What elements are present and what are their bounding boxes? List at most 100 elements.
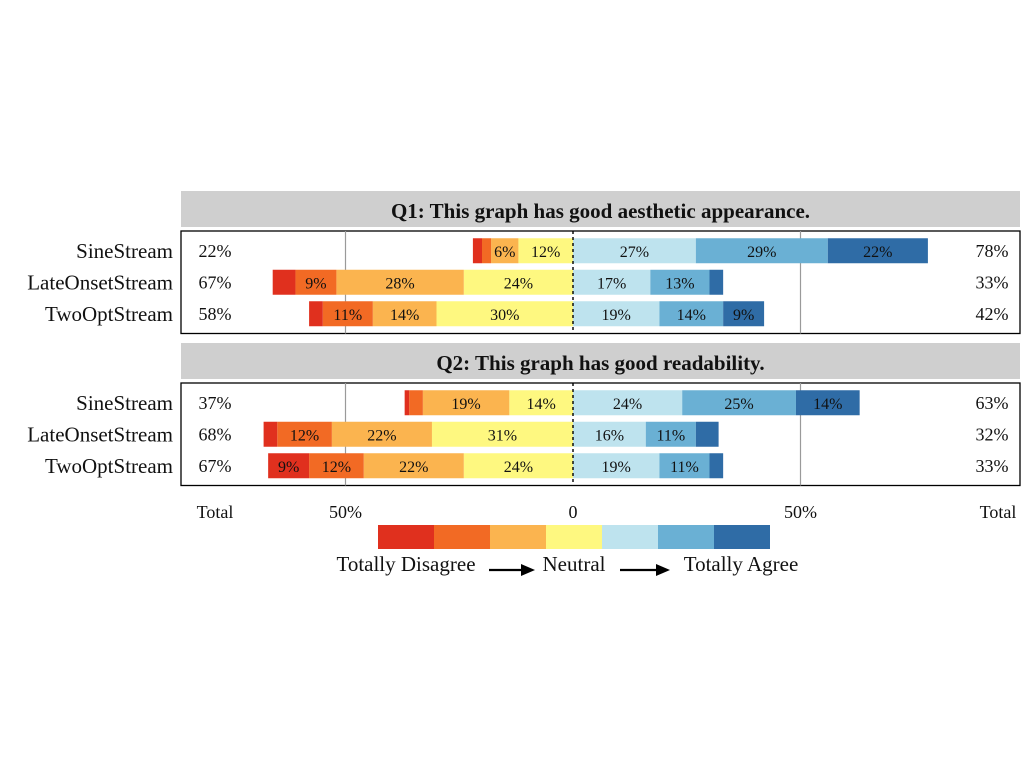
panel-title: Q2: This graph has good readability.: [436, 351, 764, 375]
segment-label: 9%: [305, 275, 326, 292]
bar-segment: [463, 269, 573, 295]
bar-segment: [709, 453, 724, 479]
row-total-right: 78%: [976, 241, 1009, 261]
bar-segment: [695, 421, 719, 447]
bar-segment: [573, 421, 646, 447]
bar-segment: [659, 301, 724, 327]
row-total-right: 33%: [976, 272, 1009, 292]
segment-label: 24%: [613, 396, 642, 413]
bar-segment: [404, 390, 410, 416]
row-label: SineStream: [76, 391, 173, 415]
panels-layer: Q1: This graph has good aesthetic appear…: [27, 191, 1021, 487]
legend-label-max: Totally Agree: [684, 552, 799, 576]
panel-title: Q1: This graph has good aesthetic appear…: [391, 199, 810, 223]
likert-row: LateOnsetStream 67% 33% 24% 28% 9% 17% 13%: [27, 269, 1009, 295]
row-label: TwoOptStream: [45, 302, 173, 326]
bar-segment: [295, 269, 337, 295]
bar-segment: [436, 301, 573, 327]
bar-segment: [723, 301, 765, 327]
segment-label: 12%: [290, 427, 319, 444]
bar-segment: [277, 421, 332, 447]
row-label: LateOnsetStream: [27, 270, 173, 294]
bar-segment: [795, 390, 860, 416]
legend-swatch: [546, 525, 602, 549]
bar-segment: [509, 390, 573, 416]
bar-segment: [695, 238, 828, 264]
bar-segment: [482, 238, 492, 264]
likert-row: SineStream 22% 78% 12% 6% 27% 29% 22%: [76, 238, 1009, 264]
segment-label: 14%: [813, 396, 842, 413]
likert-row: TwoOptStream 58% 42% 30% 14% 11% 19% 14% 9%: [45, 301, 1009, 327]
segment-label: 28%: [385, 275, 414, 292]
row-label: LateOnsetStream: [27, 422, 173, 446]
row-total-left: 37%: [199, 393, 232, 413]
bar-segment: [309, 301, 323, 327]
bar-segment: [268, 453, 310, 479]
segment-label: 19%: [602, 307, 631, 324]
panel-header: [181, 191, 1020, 227]
segment-label: 9%: [733, 307, 754, 324]
segment-label: 12%: [531, 244, 560, 261]
bar-segment: [472, 238, 482, 264]
segment-label: 24%: [504, 275, 533, 292]
row-label: TwoOptStream: [45, 454, 173, 478]
segment-label: 14%: [390, 307, 419, 324]
segment-label: 14%: [526, 396, 555, 413]
bar-segment: [650, 269, 710, 295]
segment-label: 29%: [747, 244, 776, 261]
segment-label: 6%: [494, 244, 515, 261]
bar-segment: [263, 421, 278, 447]
segment-label: 11%: [656, 427, 685, 444]
panel-header: [181, 343, 1020, 379]
bar-segment: [409, 390, 423, 416]
segment-label: 11%: [670, 459, 699, 476]
segment-label: 24%: [504, 459, 533, 476]
legend-swatch: [434, 525, 490, 549]
segment-label: 14%: [677, 307, 706, 324]
x-axis: Total Total 50% 0 50%: [197, 502, 1017, 522]
row-total-left: 67%: [199, 456, 232, 476]
row-total-left: 22%: [199, 241, 232, 261]
segment-label: 27%: [620, 244, 649, 261]
bar-segment: [336, 269, 464, 295]
panel: Q2: This graph has good readability. Sine…: [27, 343, 1021, 487]
x-tick-label: 50%: [784, 502, 817, 522]
bar-segment: [659, 453, 710, 479]
segment-label: 22%: [399, 459, 428, 476]
bar-segment: [645, 421, 696, 447]
row-total-left: 58%: [199, 304, 232, 324]
arrow-right-icon: [489, 564, 535, 576]
bar-segment: [827, 238, 928, 264]
bar-segment: [272, 269, 296, 295]
bar-segment: [463, 453, 573, 479]
bar-segment: [573, 301, 660, 327]
segment-label: 30%: [490, 307, 519, 324]
arrow-right-icon: [620, 564, 670, 576]
segment-label: 9%: [278, 459, 299, 476]
legend-label-mid: Neutral: [543, 552, 606, 576]
legend-label-min: Totally Disagree: [336, 552, 475, 576]
legend: Totally Disagree Neutral Totally Agree: [336, 525, 798, 576]
bar-segment: [709, 269, 724, 295]
legend-swatch: [490, 525, 546, 549]
likert-row: TwoOptStream 67% 33% 24% 22% 12% 9% 19% 11%: [45, 453, 1009, 479]
row-total-right: 63%: [976, 393, 1009, 413]
bar-segment: [431, 421, 573, 447]
row-total-right: 33%: [976, 456, 1009, 476]
legend-swatch: [602, 525, 658, 549]
segment-label: 22%: [367, 427, 396, 444]
row-label: SineStream: [76, 239, 173, 263]
bar-segment: [573, 238, 696, 264]
bar-segment: [518, 238, 573, 264]
segment-label: 25%: [724, 396, 753, 413]
bar-segment: [331, 421, 432, 447]
bar-segment: [363, 453, 464, 479]
segment-label: 16%: [595, 427, 624, 444]
bar-segment: [682, 390, 796, 416]
segment-label: 17%: [597, 275, 626, 292]
bar-segment: [372, 301, 437, 327]
bar-segment: [322, 301, 373, 327]
row-total-left: 67%: [199, 272, 232, 292]
segment-label: 22%: [863, 244, 892, 261]
